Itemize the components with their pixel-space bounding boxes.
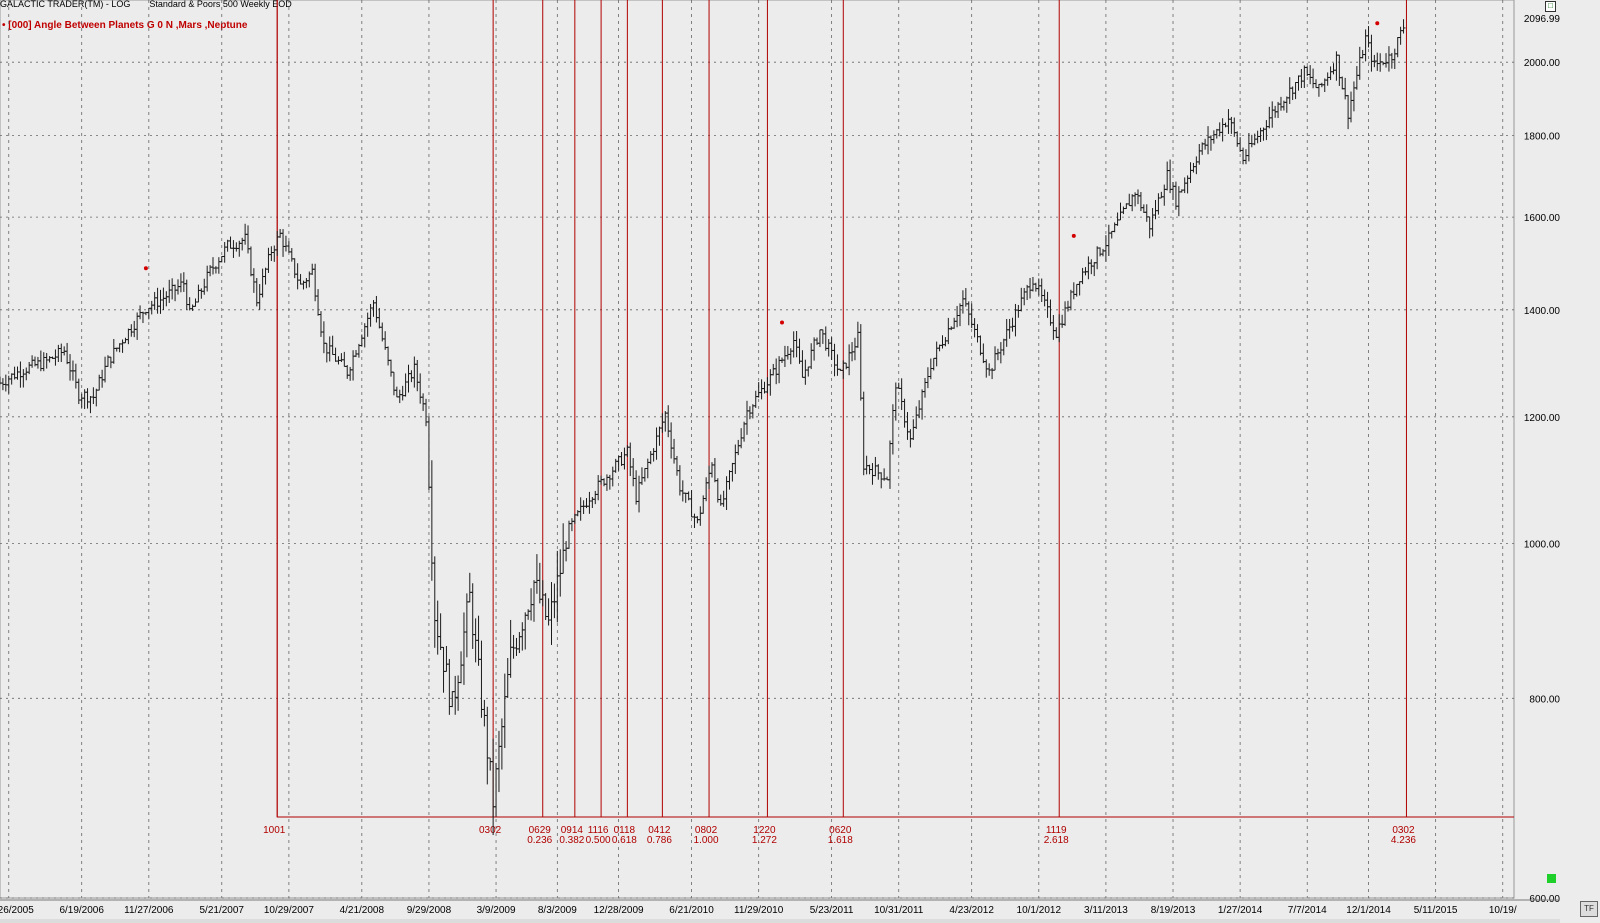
cycle-ratio-label: 4.236: [1391, 835, 1416, 846]
x-tick-label: 9/29/2008: [407, 905, 452, 916]
x-tick-label: 11/27/2006: [124, 905, 174, 916]
x-tick-label: 3/9/2009: [477, 905, 516, 916]
x-tick-label: 5/23/2011: [810, 905, 854, 916]
x-tick-label: 5/11/2015: [1414, 905, 1458, 916]
app-title: GALACTIC TRADER(TM) - LOG: [0, 0, 131, 9]
marker-dot: [780, 320, 785, 325]
x-tick-label: 4/23/2012: [949, 905, 994, 916]
cycle-date-label: 0412: [648, 825, 671, 836]
x-tick-label: 10/29/2007: [264, 905, 314, 916]
y-tick-label: 1800.00: [1524, 131, 1561, 142]
cycle-date-label: 0620: [829, 825, 852, 836]
x-tick-label: 7/7/2014: [1288, 905, 1327, 916]
y-tick-label: 1600.00: [1524, 213, 1561, 224]
x-tick-label: 6/21/2010: [669, 905, 714, 916]
cycle-date-label: 1119: [1046, 825, 1067, 836]
marker-dots-layer: [143, 21, 1380, 325]
cycle-date-label: 0629: [529, 825, 552, 836]
price-bars-layer: [0, 19, 1406, 836]
x-tick-label: 6/19/2006: [59, 905, 104, 916]
x-tick-label: 10/31/2011: [874, 905, 924, 916]
x-tick-label: 8/3/2009: [538, 905, 577, 916]
x-tick-label: 11/29/2010: [734, 905, 784, 916]
y-tick-label: 2000.00: [1524, 58, 1561, 69]
x-tick-label: 12/26/2005: [0, 905, 34, 916]
cycle-date-label: 0302: [479, 825, 502, 836]
x-tick-label: 10/19/: [1489, 905, 1517, 916]
window-header: GALACTIC TRADER(TM) - LOG Standard & Poo…: [0, 0, 292, 10]
x-axis: 12/26/2005 6/19/2006 11/27/2006 5/21/2007 10…: [0, 899, 1560, 916]
marker-dot: [1071, 233, 1076, 238]
x-tick-label: 12/1/2014: [1346, 905, 1391, 916]
timeframe-button[interactable]: TF: [1580, 901, 1598, 917]
y-tick-label: 1000.00: [1524, 539, 1561, 550]
x-tick-label: 3/11/2013: [1084, 905, 1128, 916]
cycle-date-label: 0118: [614, 825, 636, 836]
indicator-legend[interactable]: • [000] Angle Between Planets G 0 N ,Mar…: [2, 20, 247, 31]
x-tick-label: 4/21/2008: [340, 905, 385, 916]
cycle-date-label: 1116: [588, 825, 609, 836]
cycle-ratio-label: 1.000: [694, 835, 719, 846]
x-tick-label: 10/1/2012: [1017, 905, 1062, 916]
cycle-date-label: 0302: [1392, 825, 1415, 836]
last-value-label: 2096.99: [1524, 14, 1561, 25]
cycle-ratio-label: 0.382: [559, 835, 584, 846]
cycle-ratio-label: 1.618: [828, 835, 853, 846]
instrument-title: Standard & Poors 500 Weekly EOD: [149, 0, 292, 9]
cycle-lines-layer: 1001 0302 06290.23609140.38211160.50001180…: [263, 0, 1514, 846]
x-tick-label: 1/27/2014: [1218, 905, 1263, 916]
x-tick-label: 5/21/2007: [200, 905, 245, 916]
plot-frame: [0, 0, 1515, 899]
cycle-ratio-label: 1.272: [752, 835, 777, 846]
cycle-date-label: 0914: [561, 825, 584, 836]
horizontal-scrollbar[interactable]: [0, 919, 1560, 923]
current-bar-marker: [1547, 874, 1556, 883]
cycle-ratio-label: 2.618: [1044, 835, 1069, 846]
cycle-ratio-label: 0.500: [586, 835, 611, 846]
y-tick-label: 800.00: [1529, 694, 1560, 705]
grid-layer: [0, 0, 1515, 899]
marker-dot: [1375, 21, 1380, 26]
cycle-date-label: 1001: [263, 825, 286, 836]
cycle-date-label: 1220: [753, 825, 776, 836]
marker-dot: [143, 266, 148, 271]
x-tick-label: 8/19/2013: [1151, 905, 1196, 916]
legend-label: [000] Angle Between Planets G 0 N ,Mars …: [8, 20, 248, 31]
y-tick-label: 1400.00: [1524, 306, 1561, 317]
legend-bullet: •: [2, 20, 6, 31]
y-tick-label: 1200.00: [1524, 413, 1561, 424]
cycle-ratio-label: 0.786: [647, 835, 672, 846]
x-tick-label: 12/28/2009: [594, 905, 644, 916]
panel-close-button[interactable]: □: [1545, 1, 1556, 12]
cycle-ratio-label: 0.236: [527, 835, 552, 846]
cycle-date-label: 0802: [695, 825, 718, 836]
cycle-ratio-label: 0.618: [612, 835, 637, 846]
y-axis: 600.00800.001000.001200.001400.001600.00…: [1524, 14, 1561, 905]
